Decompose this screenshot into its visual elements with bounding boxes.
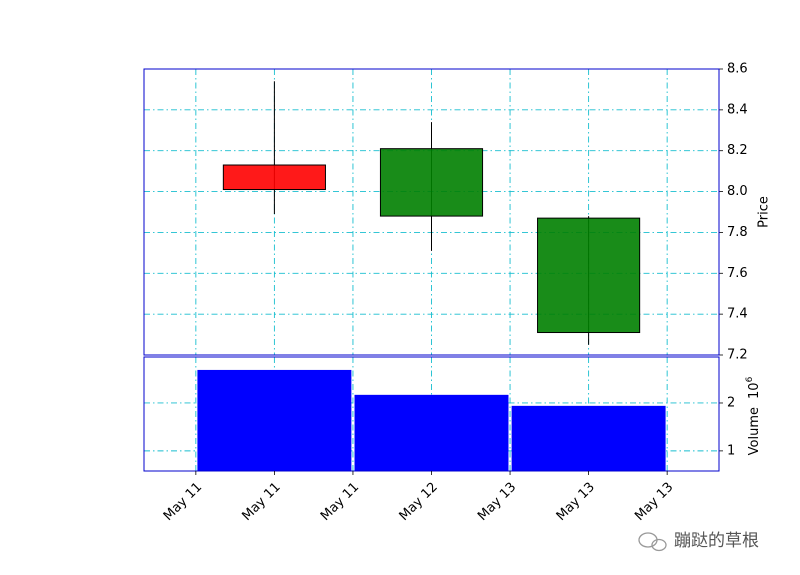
x-tick-label: May 11 (318, 480, 362, 524)
y-tick-label: 7.2 (727, 348, 748, 363)
y-axis-label: Volume 106 (745, 376, 762, 455)
candle-body (537, 217, 641, 334)
axes-frame (143, 68, 720, 356)
x-tick-label: May 11 (239, 480, 283, 524)
y-tick-label: 1 (727, 443, 735, 458)
volume-bar (354, 394, 509, 471)
x-tick-label: May 11 (161, 480, 205, 524)
scale-base: 10 (747, 382, 762, 399)
y-axis-label: Price (757, 196, 772, 228)
x-tick-label: May 12 (397, 480, 441, 524)
y-tick-label: 8.0 (727, 184, 748, 199)
x-tick-label: May 13 (475, 480, 519, 524)
y-tick-label: 2 (727, 395, 735, 410)
x-tick-label: May 13 (554, 480, 598, 524)
y-tick-label: 7.8 (727, 225, 748, 240)
y-axis-label-text: Volume (747, 407, 762, 455)
volume-bar (197, 369, 352, 471)
x-tick-label: May 13 (632, 480, 676, 524)
y-tick-label: 8.6 (727, 62, 748, 77)
volume-bar (511, 405, 666, 471)
y-tick-label: 8.2 (727, 143, 748, 158)
y-tick-label: 8.4 (727, 102, 748, 117)
scale-exponent: 6 (745, 376, 755, 382)
candle-body (379, 148, 484, 217)
watermark: 蹦跶的草根 (638, 531, 759, 552)
y-tick-label: 7.4 (727, 307, 748, 322)
candle-body (222, 164, 326, 191)
watermark-text: 蹦跶的草根 (674, 531, 759, 551)
y-tick-label: 7.6 (727, 266, 748, 281)
